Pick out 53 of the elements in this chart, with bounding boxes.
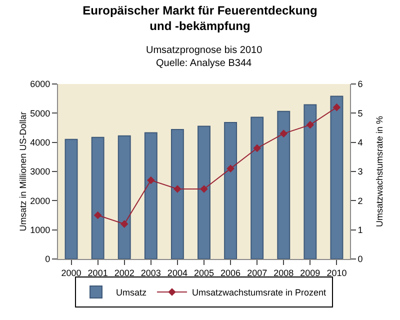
y2-tick-label: 0 [358, 254, 363, 264]
x-tick-label: 2001 [88, 268, 108, 278]
legend-label: Umsatz [116, 288, 147, 298]
point [280, 130, 288, 138]
bar [170, 129, 184, 259]
y-tick-label: 0 [45, 254, 50, 264]
y2-tick-label: 5 [358, 108, 363, 118]
x-tick-label: 2004 [167, 268, 188, 278]
x-tick-label: 2008 [274, 268, 294, 278]
x-tick-label: 2002 [114, 268, 134, 278]
bar [304, 104, 317, 259]
y2-axis-title: Umsatzwachstumsrate in % [374, 116, 384, 228]
point [332, 103, 341, 112]
x-tick-label: 2010 [326, 268, 347, 278]
point [200, 185, 208, 193]
point [306, 120, 314, 129]
y2-tick-label: 1 [358, 224, 363, 235]
point [226, 164, 234, 172]
y-tick-label: 1000 [30, 224, 50, 235]
bar [64, 138, 78, 259]
bar [144, 132, 158, 259]
y-tick-label: 4000 [30, 137, 50, 148]
bar [224, 122, 238, 259]
legend-label: Umsatzwachstumsrate in Prozent [192, 288, 327, 298]
y2-tick-label: 3 [358, 166, 363, 177]
bar [118, 135, 131, 259]
bar [250, 116, 264, 259]
y2-tick-label: 2 [358, 196, 363, 206]
point [253, 144, 261, 152]
y-tick-label: 2000 [30, 196, 50, 206]
y-tick-label: 5000 [30, 108, 50, 118]
point [147, 176, 155, 184]
y2-tick-label: 4 [358, 137, 363, 148]
point [120, 220, 128, 228]
x-tick-label: 2009 [300, 268, 320, 278]
bar [277, 110, 290, 259]
x-tick-label: 2006 [220, 268, 241, 278]
chart-title: Europäischer Markt für Feuerentdeckung und -bekämpfung [82, 3, 318, 33]
x-tick-label: 2000 [61, 268, 82, 278]
bar [198, 126, 210, 259]
y-tick-label: 3000 [30, 166, 50, 177]
x-tick-label: 2003 [140, 268, 161, 278]
y2-tick-label: 6 [358, 79, 363, 90]
y-tick-label: 6000 [30, 79, 50, 90]
x-tick-label: 2007 [247, 268, 268, 278]
x-tick-label: 2005 [194, 268, 214, 278]
point [94, 211, 102, 220]
chart-subtitle: Umsatzprognose bis 2010 [146, 45, 263, 56]
bar [330, 96, 344, 259]
y-axis-title: Umsatz in Millionen US-Dollar [18, 112, 28, 232]
point [174, 185, 182, 193]
source-note: Quelle: Analyse B344 [156, 58, 252, 69]
bar [91, 136, 104, 259]
